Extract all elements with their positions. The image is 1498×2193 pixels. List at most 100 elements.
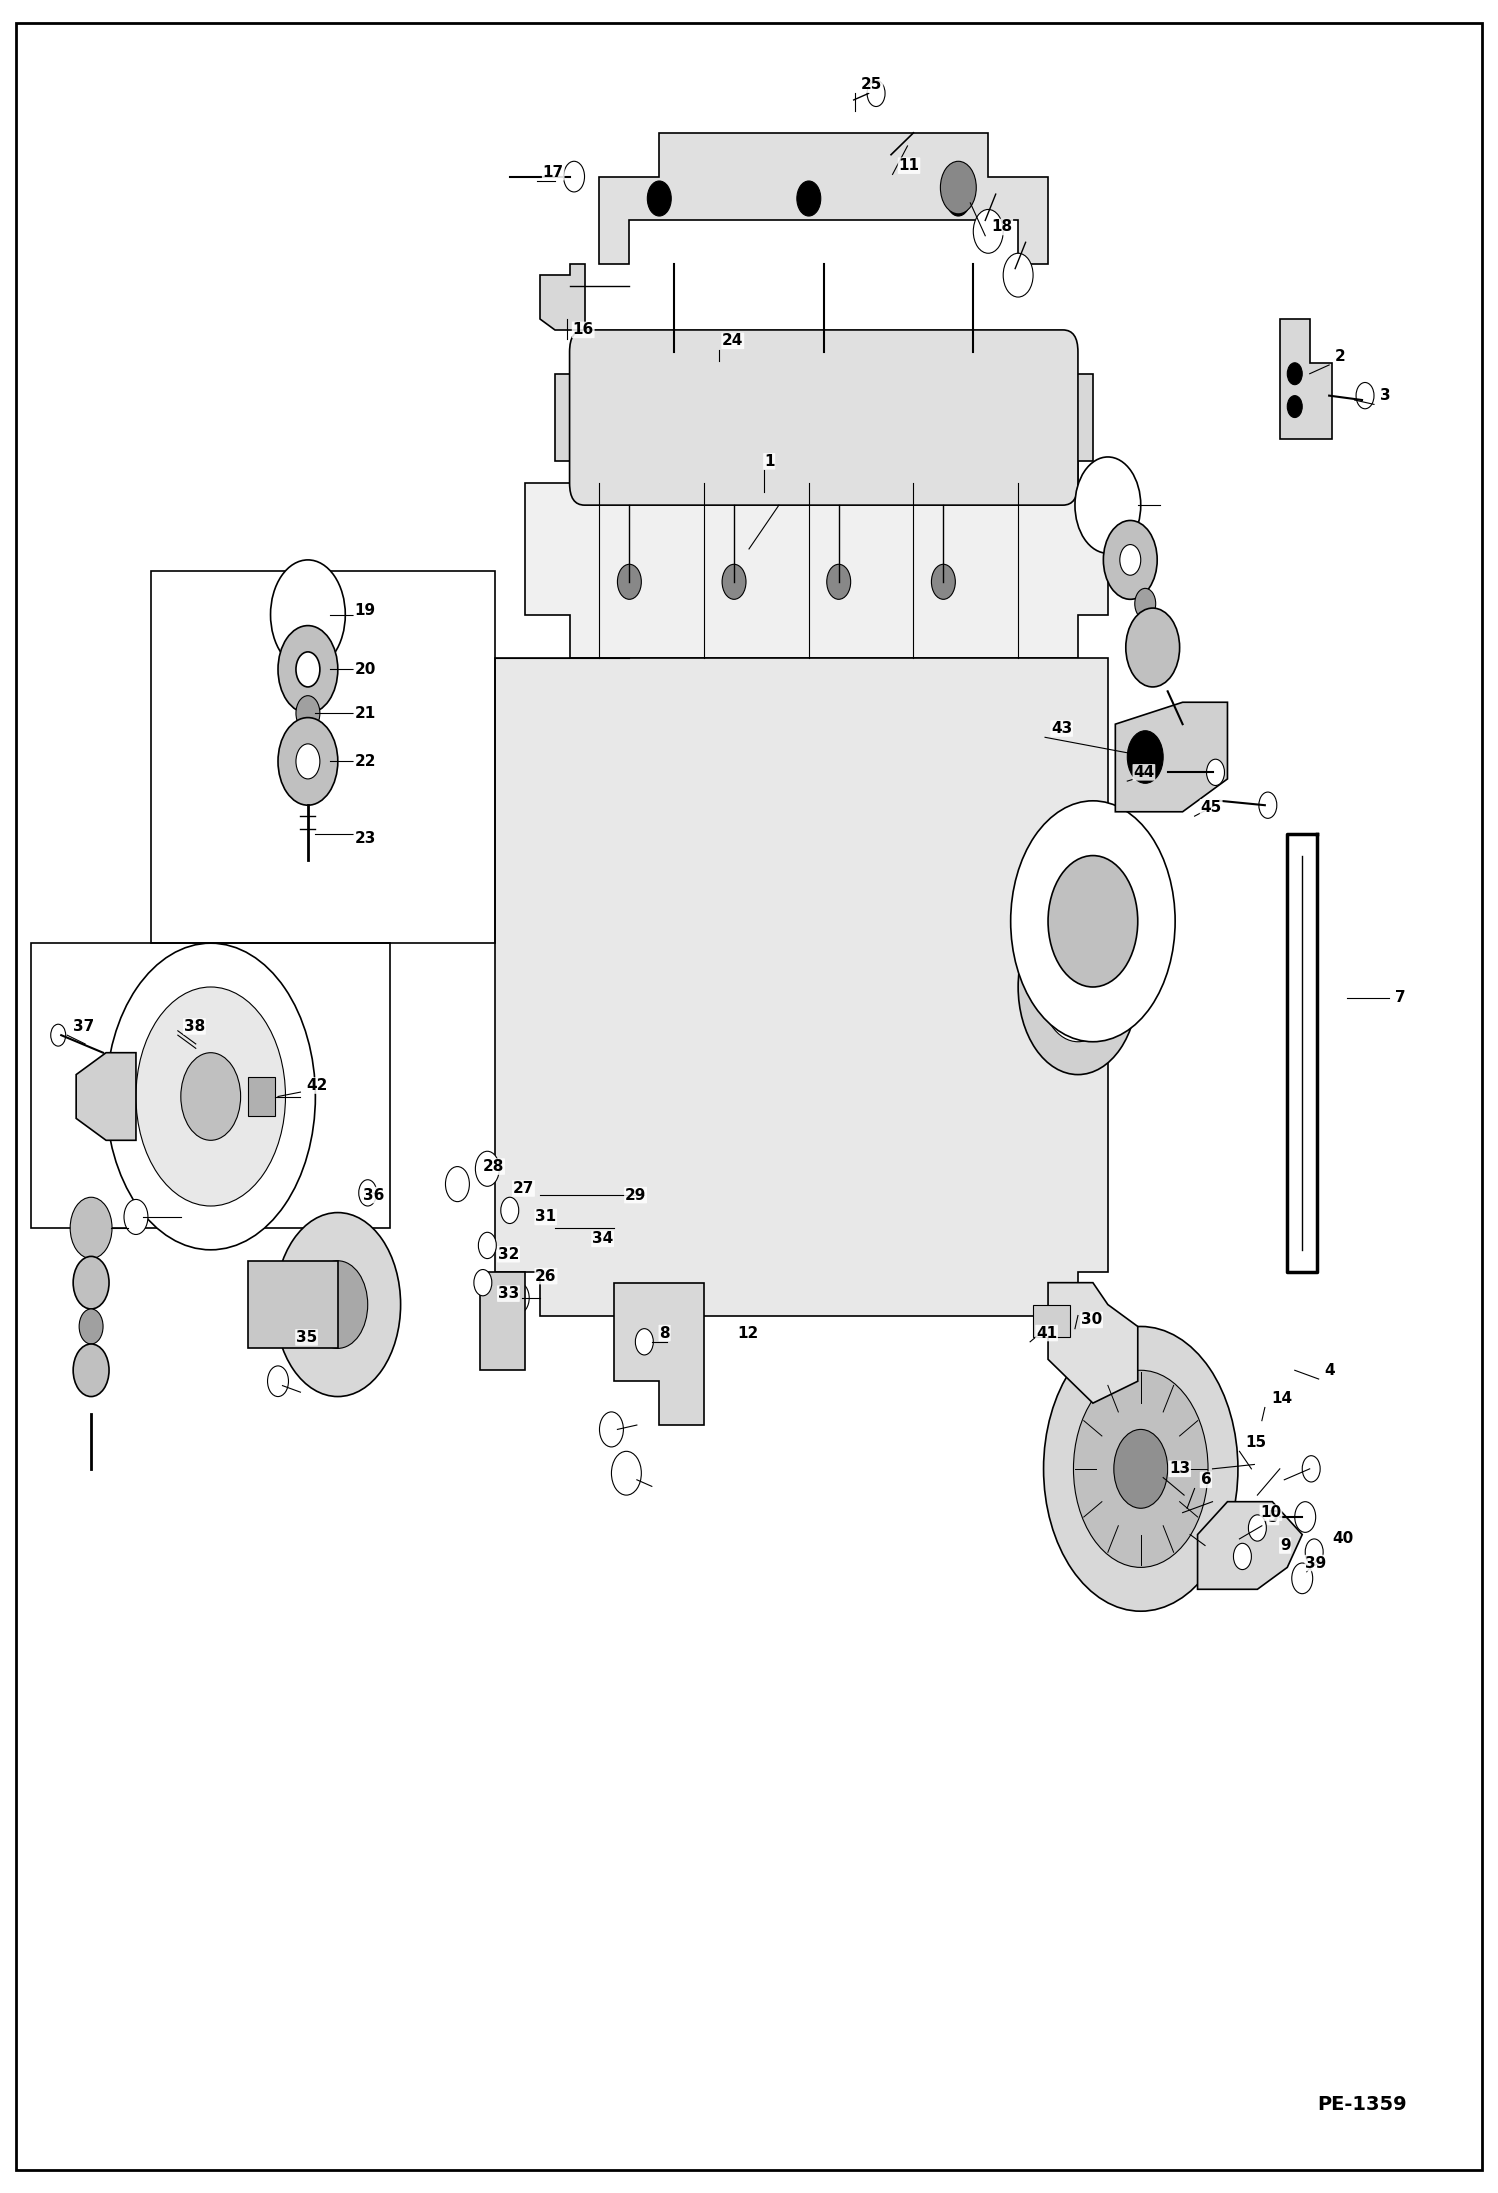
Circle shape xyxy=(445,1167,469,1202)
Circle shape xyxy=(279,717,339,805)
Circle shape xyxy=(635,1329,653,1355)
Circle shape xyxy=(106,943,316,1250)
Circle shape xyxy=(268,1366,289,1397)
Circle shape xyxy=(124,1200,148,1235)
Circle shape xyxy=(932,564,956,599)
Circle shape xyxy=(974,211,1004,252)
Text: 4: 4 xyxy=(1324,1362,1335,1377)
Circle shape xyxy=(1291,1564,1312,1594)
Text: 16: 16 xyxy=(572,322,593,338)
Circle shape xyxy=(309,1261,367,1349)
Circle shape xyxy=(181,1053,241,1140)
Text: 43: 43 xyxy=(1052,721,1073,737)
Text: 38: 38 xyxy=(184,1020,205,1033)
Text: 26: 26 xyxy=(535,1268,557,1283)
Text: 27: 27 xyxy=(512,1182,535,1195)
Text: 2: 2 xyxy=(1335,349,1345,364)
Text: PE-1359: PE-1359 xyxy=(1317,2094,1407,2114)
Circle shape xyxy=(797,182,821,217)
Circle shape xyxy=(1049,855,1138,987)
Polygon shape xyxy=(1279,318,1332,439)
Text: 44: 44 xyxy=(1134,765,1155,781)
Polygon shape xyxy=(1197,1502,1302,1590)
Bar xyxy=(31,943,389,1228)
Bar xyxy=(554,373,1094,461)
Text: 9: 9 xyxy=(1279,1537,1290,1553)
Text: 25: 25 xyxy=(861,77,882,92)
Text: 10: 10 xyxy=(1260,1504,1281,1520)
Text: 32: 32 xyxy=(497,1246,520,1261)
Text: 18: 18 xyxy=(992,219,1013,235)
Text: 19: 19 xyxy=(354,603,376,618)
Polygon shape xyxy=(524,439,1109,658)
Text: 35: 35 xyxy=(297,1329,318,1344)
FancyBboxPatch shape xyxy=(569,329,1079,504)
Text: 31: 31 xyxy=(535,1211,556,1224)
Bar xyxy=(479,1272,524,1371)
Bar xyxy=(249,1261,339,1349)
Circle shape xyxy=(1287,362,1302,384)
Circle shape xyxy=(475,1151,499,1186)
Circle shape xyxy=(1258,792,1276,818)
Circle shape xyxy=(1074,1371,1207,1568)
Polygon shape xyxy=(599,134,1049,263)
Bar xyxy=(249,1077,276,1116)
Circle shape xyxy=(1044,1327,1237,1612)
Circle shape xyxy=(473,1270,491,1296)
Text: 24: 24 xyxy=(722,333,743,349)
Circle shape xyxy=(1041,932,1116,1042)
Circle shape xyxy=(1004,252,1034,296)
Text: 8: 8 xyxy=(659,1325,670,1340)
Text: 12: 12 xyxy=(737,1325,758,1340)
Circle shape xyxy=(827,564,851,599)
Circle shape xyxy=(1115,1430,1167,1509)
Circle shape xyxy=(1294,1502,1315,1533)
Polygon shape xyxy=(1049,1283,1138,1404)
Text: 6: 6 xyxy=(1200,1472,1212,1487)
Circle shape xyxy=(500,1197,518,1224)
Circle shape xyxy=(51,1024,66,1046)
Circle shape xyxy=(1104,520,1156,599)
Circle shape xyxy=(73,1344,109,1397)
Circle shape xyxy=(279,625,339,713)
Circle shape xyxy=(297,651,321,686)
Text: 17: 17 xyxy=(542,164,563,180)
Text: 15: 15 xyxy=(1245,1434,1266,1450)
Circle shape xyxy=(478,1232,496,1259)
Text: 45: 45 xyxy=(1200,800,1222,816)
Circle shape xyxy=(611,1452,641,1496)
Text: 23: 23 xyxy=(354,831,376,846)
Text: 14: 14 xyxy=(1270,1390,1291,1406)
Text: 21: 21 xyxy=(354,706,376,721)
Circle shape xyxy=(136,987,286,1206)
Bar xyxy=(1034,1305,1071,1338)
Text: 13: 13 xyxy=(1168,1461,1191,1476)
Text: 39: 39 xyxy=(1305,1555,1326,1570)
Circle shape xyxy=(1305,1539,1323,1566)
Text: 5: 5 xyxy=(1267,1509,1278,1524)
Text: 3: 3 xyxy=(1380,388,1390,404)
Circle shape xyxy=(271,559,346,669)
Text: 1: 1 xyxy=(764,454,774,469)
Circle shape xyxy=(1121,544,1141,575)
Circle shape xyxy=(73,1257,109,1309)
Circle shape xyxy=(1302,1456,1320,1482)
Text: 20: 20 xyxy=(354,662,376,678)
Circle shape xyxy=(599,1412,623,1447)
Text: 36: 36 xyxy=(363,1189,385,1202)
Text: 11: 11 xyxy=(899,158,920,173)
Bar xyxy=(151,570,494,943)
Text: 22: 22 xyxy=(354,754,376,770)
Circle shape xyxy=(508,1283,529,1314)
Text: 29: 29 xyxy=(625,1189,646,1202)
Text: 41: 41 xyxy=(1037,1325,1058,1340)
Circle shape xyxy=(1287,395,1302,417)
Polygon shape xyxy=(494,658,1109,1316)
Circle shape xyxy=(297,743,321,779)
Circle shape xyxy=(867,81,885,107)
Text: 28: 28 xyxy=(482,1160,505,1173)
Text: 42: 42 xyxy=(307,1079,328,1092)
Text: 30: 30 xyxy=(1082,1311,1103,1327)
Circle shape xyxy=(722,564,746,599)
Circle shape xyxy=(941,162,977,215)
